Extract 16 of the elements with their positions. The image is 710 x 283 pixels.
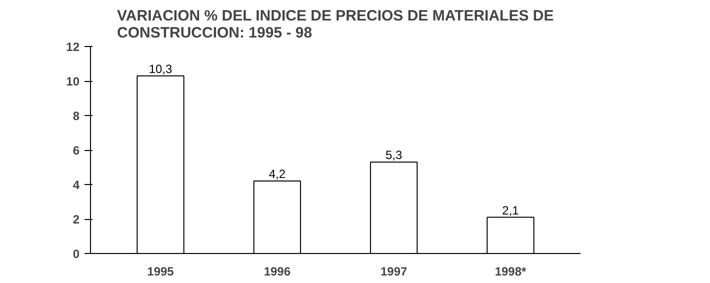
data-label: 4,2 — [268, 167, 286, 182]
x-tick-label: 1996 — [264, 264, 291, 278]
x-tick-label: 1997 — [380, 264, 408, 278]
data-label: 2,1 — [502, 203, 520, 218]
y-tick-label: 4 — [72, 178, 80, 192]
x-tick-label: 1998* — [494, 264, 527, 278]
chart-title: VARIACION % DEL INDICE DE PRECIOS DE MATERIALES DE CONSTRUCCION: 1995 - 98 — [117, 8, 554, 42]
y-tick-label: 8 — [72, 109, 80, 123]
data-label: 10,3 — [148, 62, 173, 76]
y-tick-label: 12 — [66, 40, 80, 54]
x-tick-label: 1995 — [147, 264, 174, 278]
y-tick-label: 10 — [66, 74, 80, 88]
y-tick-label: 6 — [72, 144, 80, 158]
y-tick-label: 0 — [72, 247, 80, 261]
y-tick-label: 2 — [72, 212, 80, 226]
data-label: 5,3 — [385, 148, 402, 162]
